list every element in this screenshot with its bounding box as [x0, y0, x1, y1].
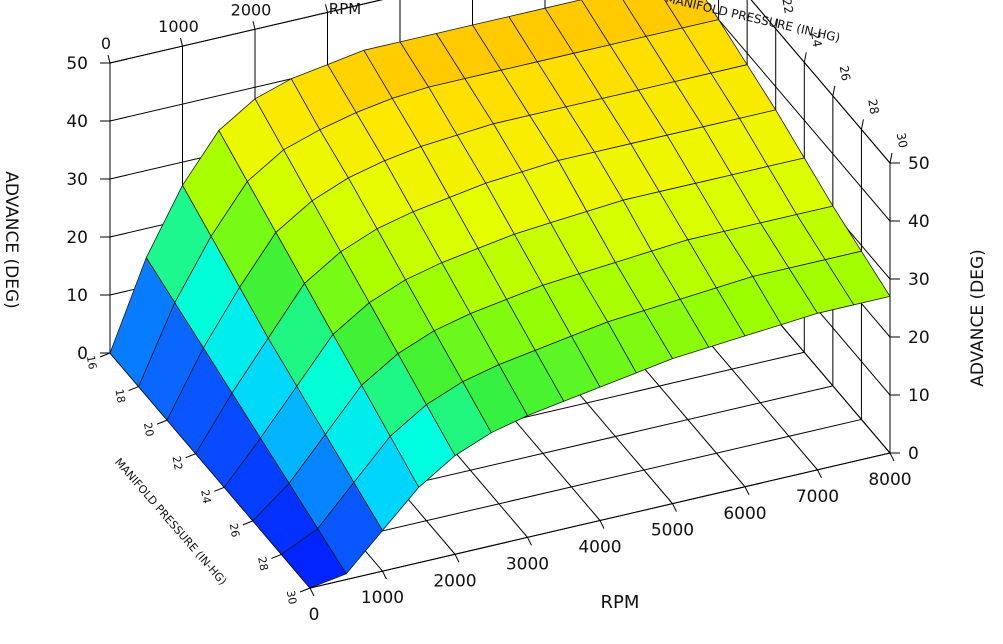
- pressure-tick-mark: [242, 520, 254, 526]
- pressure-tick-label: 24: [198, 489, 213, 505]
- pressure-top-tick-label: 22: [779, 0, 795, 15]
- pressure-top-tick-mark: [860, 119, 864, 130]
- rpm-axis-title-top: RPM: [329, 0, 361, 18]
- rpm-tick-label: 6000: [723, 504, 766, 524]
- rpm-tick-label: 2000: [433, 571, 476, 591]
- advance-tick-label: 10: [66, 286, 88, 306]
- rpm-tick-label: 0: [309, 605, 320, 625]
- rpm-top-tick-mark: [252, 21, 256, 30]
- pressure-tick-mark: [271, 553, 282, 559]
- pressure-tick-label: 16: [84, 354, 99, 370]
- pressure-top-tick-label: 30: [894, 132, 910, 149]
- advance-tick-label: 30: [66, 170, 88, 190]
- pressure-top-tick-mark: [832, 85, 836, 96]
- pressure-tick-mark: [99, 352, 111, 358]
- advance-tick-label: 0: [77, 344, 88, 364]
- rpm-tick-label: 5000: [651, 521, 694, 541]
- advance-axis-title-right: ADVANCE (DEG): [968, 249, 988, 387]
- rpm-tick-mark: [454, 554, 460, 563]
- surface-mesh: [109, 0, 891, 589]
- pressure-tick-label: 26: [227, 522, 242, 538]
- pressure-tick-label: 28: [255, 556, 270, 572]
- rpm-tick-mark: [382, 570, 387, 580]
- pressure-tick-mark: [299, 587, 311, 593]
- box-top-edge: [750, 0, 891, 164]
- rpm-tick-mark: [889, 452, 895, 462]
- rpm-top-tick-mark: [107, 54, 111, 64]
- rpm-tick-mark: [309, 587, 315, 597]
- pressure-tick-label: 22: [170, 455, 185, 471]
- rpm-top-tick-label: 2000: [231, 0, 272, 19]
- advance-right-tick-label: 40: [908, 212, 930, 232]
- side-wall-grid-advance: [701, 0, 891, 222]
- pressure-top-tick-mark: [803, 52, 807, 63]
- pressure-top-tick-label: 24: [808, 31, 824, 48]
- rpm-tick-mark: [744, 486, 750, 495]
- rpm-tick-label: 1000: [361, 588, 404, 608]
- advance-right-tick-label: 30: [908, 270, 930, 290]
- rpm-tick-label: 7000: [796, 487, 839, 507]
- pressure-top-tick-mark: [889, 152, 893, 164]
- advance-right-tick-label: 50: [908, 154, 930, 174]
- advance-right-tick-label: 10: [908, 386, 930, 406]
- pressure-tick-label: 18: [112, 388, 127, 404]
- pressure-axis-title-left: MANIFOLD PRESSURE (IN-HG): [112, 456, 229, 588]
- rpm-axis-title-front: RPM: [601, 592, 640, 613]
- advance-right-tick-label: 0: [908, 444, 919, 464]
- box-top-edge: [109, 0, 383, 64]
- advance-tick-label: 40: [66, 112, 88, 132]
- advance-tick-label: 50: [66, 54, 88, 74]
- advance-tick-label: 20: [66, 228, 88, 248]
- pressure-tick-label: 20: [141, 421, 156, 437]
- pressure-tick-mark: [156, 419, 168, 425]
- rpm-top-tick-mark: [180, 38, 183, 47]
- rpm-tick-mark: [599, 520, 605, 529]
- rpm-tick-mark: [672, 503, 677, 512]
- pressure-tick-mark: [214, 486, 225, 492]
- rpm-top-tick-mark: [325, 4, 328, 13]
- pressure-top-tick-label: 28: [865, 98, 881, 115]
- advance-right-tick-label: 20: [908, 328, 930, 348]
- rpm-top-tick-label: 1000: [158, 17, 199, 36]
- rpm-tick-label: 4000: [578, 538, 621, 558]
- rpm-top-tick-label: 3000: [303, 0, 344, 2]
- pressure-top-tick-label: 26: [837, 64, 853, 81]
- rpm-tick-label: 8000: [868, 470, 911, 490]
- rpm-tick-mark: [527, 537, 532, 546]
- pressure-tick-mark: [185, 453, 196, 459]
- surface-cell: [281, 528, 347, 589]
- rpm-top-tick-label: 0: [101, 34, 111, 53]
- pressure-top-tick-mark: [775, 18, 779, 29]
- pressure-tick-label: 30: [284, 589, 299, 605]
- rpm-tick-label: 3000: [506, 554, 549, 574]
- rpm-tick-mark: [817, 469, 822, 479]
- advance-axis-title-left: ADVANCE (DEG): [1, 171, 21, 309]
- pressure-tick-mark: [128, 386, 139, 392]
